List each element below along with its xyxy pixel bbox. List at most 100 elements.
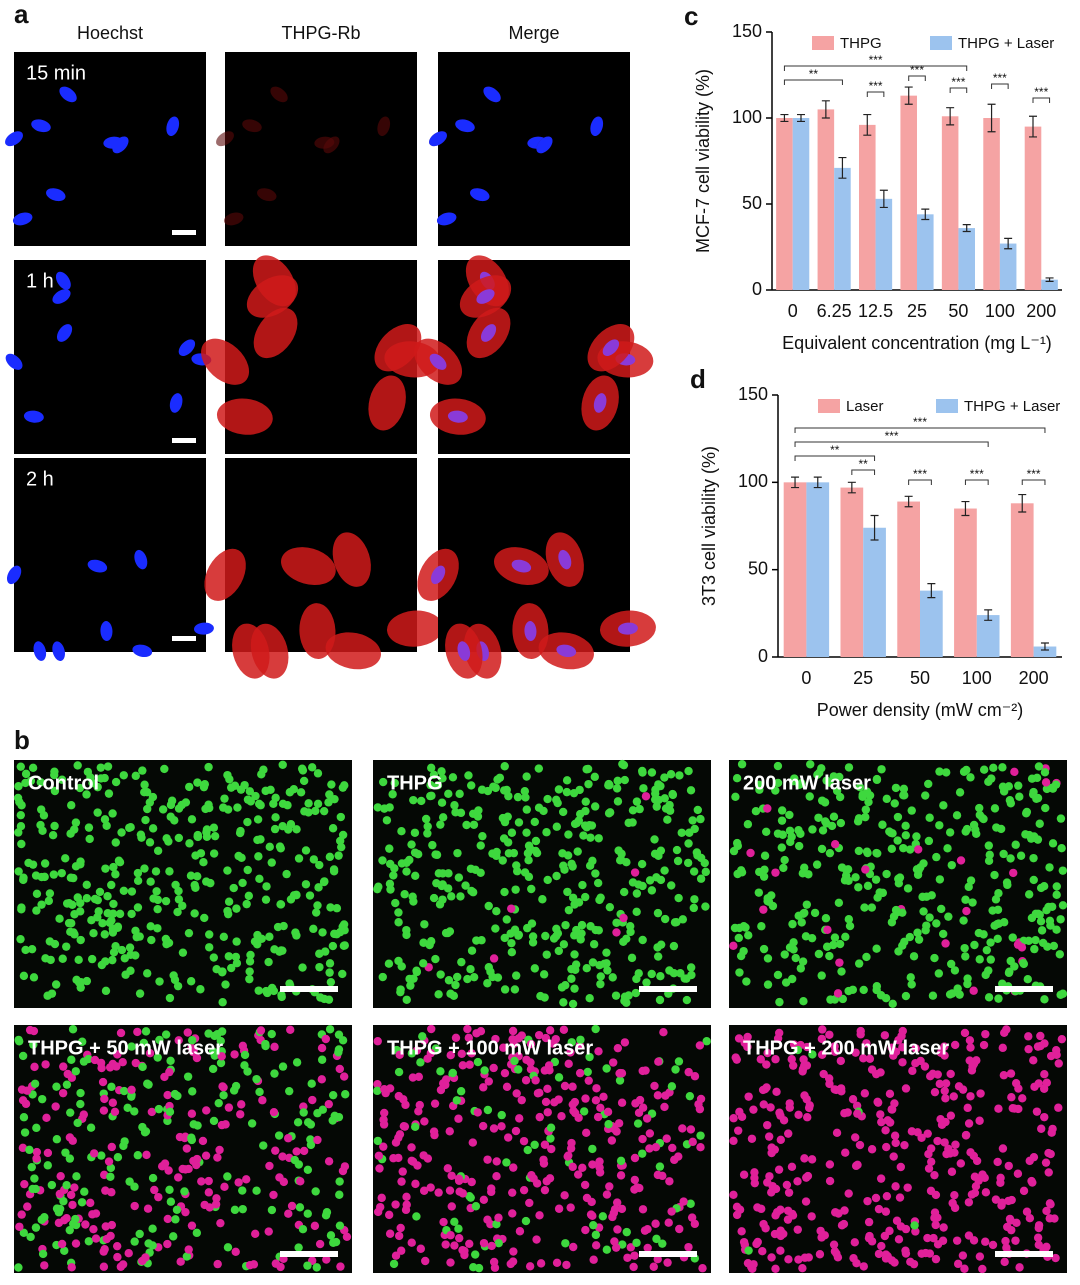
cell-dot [1015,792,1024,801]
cell-dot [794,911,803,920]
cell-dot [735,1205,745,1214]
cell-dot [427,1024,436,1034]
cell-dot [767,1188,776,1197]
cell-dot [1050,1214,1059,1223]
cell-dot [650,835,659,844]
cell-dot [780,950,789,959]
cell-dot [428,840,437,850]
cell-dot [642,978,651,987]
cell-dot [185,782,194,792]
cell-dot [690,895,699,904]
cell-dot [860,1089,870,1098]
nucleus [100,621,113,642]
cell-dot [877,765,886,774]
cell-dot [209,953,219,962]
cell-dot [394,1067,404,1077]
cell-dot [68,1200,77,1210]
cell-dot [325,968,334,977]
cell-dot [759,872,769,881]
cell-dot [562,787,572,797]
cell-dot [67,919,76,928]
cell-dot [559,940,569,949]
cell-dot [576,935,585,944]
cell-dot [961,952,970,961]
cell-dot [152,887,161,896]
cell-dot [71,1067,81,1076]
cell-dot [890,1131,900,1140]
cell-dot [863,1196,872,1206]
cell-dot [145,1049,155,1058]
cell-dot [329,1238,338,1247]
cell-dot [913,870,923,879]
cell-dot [507,938,516,948]
error-bar [797,113,805,123]
cell-dot [1018,1094,1027,1103]
image-bg [14,458,206,652]
cell-dot [161,1030,171,1039]
cell-dot [232,904,241,913]
cell-dot [311,908,321,917]
cell-dot [596,972,605,981]
cell-dot [744,1246,753,1255]
cell-dot [737,760,747,769]
cell-dot [311,806,320,816]
cell-dot [494,1239,503,1248]
cell-dot [729,1114,738,1123]
cell-dot [240,1050,250,1060]
cell-dot [1044,1168,1053,1177]
cell-dot [660,794,669,803]
cell-dot [554,946,564,956]
cell-dot [767,1253,776,1262]
cell-dot [478,831,487,841]
cell-dot [154,1104,164,1114]
cell-dot [236,826,245,836]
cell-dot [688,816,697,825]
cell-dot [591,1241,601,1250]
cell-dot [560,1081,570,1091]
bar [834,167,851,290]
cell-dot [43,1161,52,1170]
cell-dot [65,1225,74,1235]
cell-dot [881,1126,890,1135]
cell-dot [112,1241,122,1251]
cell-dot [108,809,117,818]
cell-dot [38,826,47,835]
cell-dot [1058,989,1068,998]
cell-dot [744,931,753,940]
cell-dot [612,1198,622,1207]
cell-dot [927,1157,936,1167]
cell-dot [838,994,847,1004]
cell-dot [619,913,628,923]
cell-dot [492,1157,501,1166]
bar [863,527,886,657]
cell-dot [1027,1176,1036,1186]
cell-dot [435,900,445,909]
cell-dot [41,954,50,963]
cell-dot [50,821,59,831]
cell-dot [685,828,694,837]
cell-dot [471,1202,481,1211]
cell-dot [161,934,171,944]
cell-dot [243,817,252,827]
cell-dot [1006,854,1015,863]
cell-dot [525,1262,535,1271]
nucleus [56,324,73,342]
cell-dot [584,779,593,789]
cell-dot [835,939,845,949]
cell-dot [390,778,399,788]
cell-dot [109,899,118,909]
cell-dot [791,953,800,963]
significance-label: *** [993,71,1007,85]
cell-dot [86,773,95,782]
cell-dot [899,843,908,853]
cell-dot [579,1107,589,1116]
cell-dot [439,1217,448,1227]
cell-dot [780,855,789,865]
cell-dot [588,1160,597,1169]
cell-dot [550,1098,559,1107]
cell-dot [566,1203,575,1212]
cell-dot [763,1048,772,1058]
cell-dot [596,1103,605,1113]
cell-dot [850,1238,859,1247]
cell-dot [875,888,884,897]
